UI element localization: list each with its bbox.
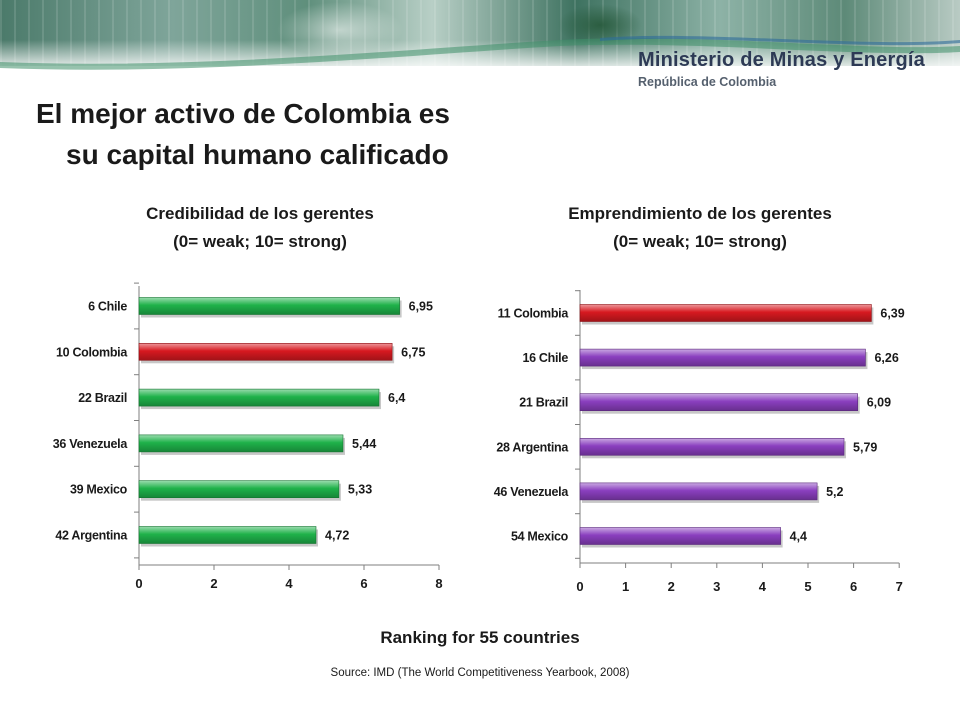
- banner-fade: [0, 40, 960, 112]
- chart-2-title-line-1: Emprendimiento de los gerentes: [568, 204, 832, 223]
- c2-x-tick-label: 4: [759, 579, 767, 594]
- c2-value-label: 6,09: [867, 396, 891, 410]
- c1-value-label: 5,33: [348, 483, 372, 497]
- c2-x-tick-label: 3: [713, 579, 720, 594]
- c2-category-label: 11 Colombia: [498, 307, 570, 321]
- page-title-line-1: El mejor activo de Colombia es: [36, 98, 450, 129]
- c1-bar-6-chile: [138, 297, 400, 315]
- c2-bar-11-colombia: [579, 304, 872, 322]
- c1-bar-39-mexico: [138, 480, 340, 499]
- c1-x-tick-label: 2: [210, 576, 217, 591]
- c1-value-label: 5,44: [352, 437, 376, 451]
- c2-x-tick-label: 5: [804, 579, 811, 594]
- c1-bar-22-brazil: [138, 388, 380, 407]
- c1-x-tick-label: 6: [360, 576, 367, 591]
- c2-value-label: 6,39: [880, 307, 904, 321]
- c2-category-label: 16 Chile: [522, 351, 568, 365]
- c1-value-label: 6,95: [409, 300, 433, 314]
- c2-bar-28-argentina: [579, 437, 845, 456]
- c1-x-tick-label: 8: [435, 576, 442, 591]
- c2-bar-54-mexico: [579, 527, 781, 545]
- chart-1-title-line-1: Credibilidad de los gerentes: [146, 204, 374, 223]
- c2-x-tick-label: 7: [896, 579, 903, 594]
- c1-bar-36-venezuela: [138, 434, 344, 453]
- c2-value-label: 5,2: [826, 485, 843, 499]
- c2-bar-46-venezuela: [579, 482, 818, 501]
- ministry-country: República de Colombia: [638, 75, 777, 89]
- page-title-line-2: su capital humano calificado: [66, 139, 449, 170]
- source-note: Source: IMD (The World Competitiveness Y…: [330, 667, 630, 679]
- banner-swoosh-graphic: [0, 35, 960, 70]
- c2-bar-16-chile: [579, 348, 866, 367]
- c1-x-tick-label: 4: [285, 576, 293, 591]
- header-banner: Ministerio de Minas y Energía República …: [0, 0, 960, 112]
- c1-value-label: 4,72: [325, 529, 349, 543]
- c2-x-tick-label: 6: [850, 579, 857, 594]
- c2-category-label: 21 Brazil: [519, 396, 568, 410]
- ministry-name: Ministerio de Minas y Energía: [638, 49, 925, 71]
- c2-value-label: 4,4: [790, 530, 807, 544]
- chart-2-title-line-2: (0= weak; 10= strong): [613, 232, 787, 251]
- c1-category-label: 6 Chile: [88, 300, 127, 314]
- c1-x-tick-label: 0: [135, 576, 142, 591]
- c1-value-label: 6,4: [388, 391, 405, 405]
- c1-category-label: 42 Argentina: [55, 529, 128, 543]
- c2-category-label: 46 Venezuela: [494, 485, 570, 499]
- c1-category-label: 22 Brazil: [78, 391, 127, 405]
- c2-value-label: 5,79: [853, 440, 877, 454]
- chart-2-title: Emprendimiento de los gerentes (0= weak;…: [530, 200, 870, 256]
- c2-bar-21-brazil: [579, 393, 859, 412]
- c1-category-label: 39 Mexico: [70, 483, 128, 497]
- c2-x-tick-label: 1: [622, 579, 629, 594]
- c1-bar-42-argentina: [138, 526, 317, 544]
- c2-value-label: 6,26: [874, 351, 898, 365]
- c1-category-label: 36 Venezuela: [53, 437, 129, 451]
- chart-1-title: Credibilidad de los gerentes (0= weak; 1…: [110, 200, 410, 256]
- c1-category-label: 10 Colombia: [56, 345, 128, 359]
- c2-category-label: 28 Argentina: [496, 440, 569, 454]
- chart-1-title-line-2: (0= weak; 10= strong): [173, 232, 347, 251]
- ranking-note: Ranking for 55 countries: [380, 628, 580, 647]
- c2-category-label: 54 Mexico: [511, 530, 569, 544]
- c2-x-tick-label: 2: [668, 579, 675, 594]
- c1-bar-10-colombia: [138, 342, 393, 361]
- c1-value-label: 6,75: [401, 345, 425, 359]
- c2-x-tick-label: 0: [576, 579, 583, 594]
